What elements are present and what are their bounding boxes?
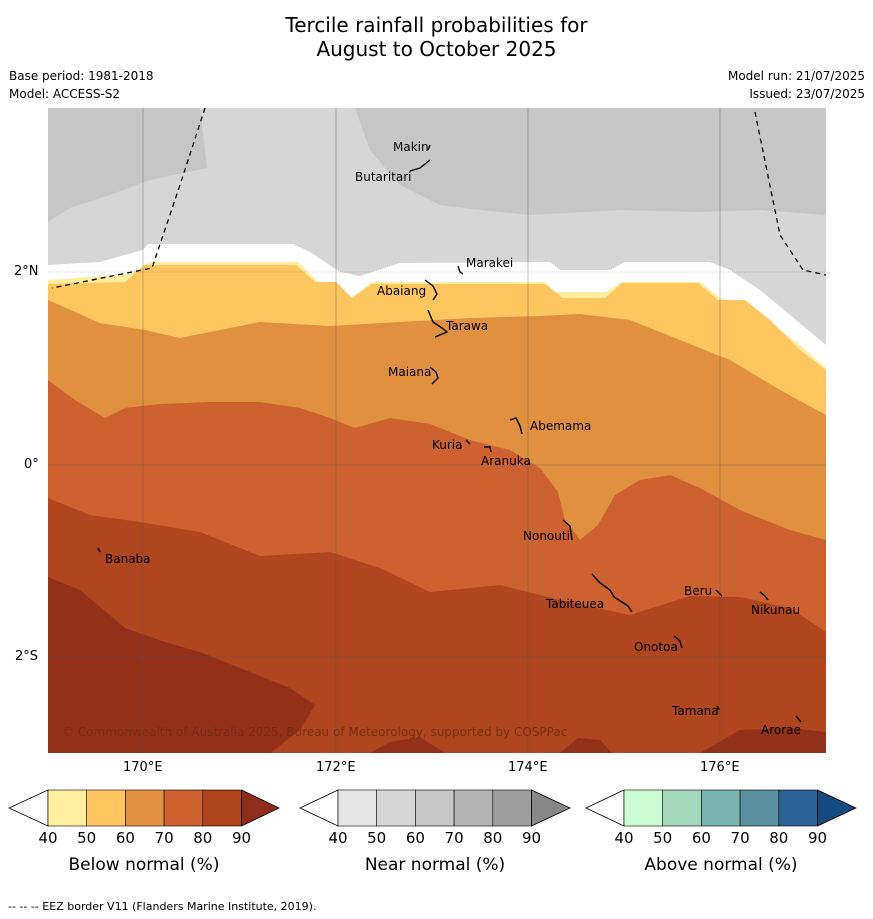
lat-label: 0° xyxy=(24,457,39,472)
island-label: Tarawa xyxy=(445,319,488,333)
near-normal-70-field-west xyxy=(48,108,207,222)
island-label: Kuria xyxy=(432,438,463,452)
colorbar-label-near-normal: Near normal (%) xyxy=(364,855,506,875)
below-normal-extreme-field-2 xyxy=(370,737,445,753)
colorbar-tick: 40 xyxy=(38,829,58,847)
colorbar-tick: 90 xyxy=(231,829,252,847)
below-normal-extreme-field-3 xyxy=(560,738,612,753)
eez-border-legend: -- -- -- EEZ border V11 (Flanders Marine… xyxy=(8,900,317,913)
eez-border-east xyxy=(754,111,826,276)
island-label: Abaiang xyxy=(377,284,426,298)
near-normal-70-field-east xyxy=(355,108,826,215)
island-label: Marakei xyxy=(466,256,513,270)
island-label: Beru xyxy=(684,584,712,598)
island-label: Abemama xyxy=(530,419,591,433)
island-label: Banaba xyxy=(105,552,151,566)
colorbar-label-above-normal: Above normal (%) xyxy=(644,855,798,875)
colorbar-tick: 60 xyxy=(405,829,425,847)
colorbar-tick: 50 xyxy=(653,829,673,847)
colorbar-tick: 50 xyxy=(77,829,97,847)
probability-fields xyxy=(48,108,826,753)
copyright-notice: © Commonwealth of Australia 2025, Bureau… xyxy=(62,725,567,739)
island-labels: Makin Butaritari Marakei Abaiang Tarawa … xyxy=(105,140,801,737)
lon-label: 176°E xyxy=(700,760,740,775)
below-normal-extreme-field xyxy=(48,577,315,753)
colorbar-above-normal xyxy=(585,789,857,827)
island-label: Tamana xyxy=(671,704,719,718)
model-name: Model: ACCESS-S2 xyxy=(9,87,121,101)
map-title-line1: Tercile rainfall probabilities for xyxy=(285,13,588,37)
colorbar-tick: 80 xyxy=(193,829,213,847)
issued-date: Issued: 23/07/2025 xyxy=(749,87,865,101)
colorbar-below-normal xyxy=(8,789,280,827)
colorbar-tick: 70 xyxy=(444,829,464,847)
below-normal-extreme-field-4 xyxy=(700,728,826,753)
colorbar-tick: 70 xyxy=(154,829,174,847)
colorbar-tick: 90 xyxy=(807,829,828,847)
colorbar-label-below-normal: Below normal (%) xyxy=(68,855,220,875)
island-label: Arorae xyxy=(761,723,801,737)
model-run-date: Model run: 21/07/2025 xyxy=(727,69,865,83)
colorbar-near-normal xyxy=(299,789,571,827)
island-label: Tabiteuea xyxy=(545,597,604,611)
colorbar-tick: 70 xyxy=(730,829,750,847)
colorbar-tick: 80 xyxy=(769,829,789,847)
island-label: Onotoa xyxy=(634,640,678,654)
colorbar-tick: 50 xyxy=(367,829,387,847)
lon-label: 170°E xyxy=(123,760,163,775)
lon-label: 174°E xyxy=(508,760,548,775)
island-label: Maiana xyxy=(388,365,431,379)
eez-border-west xyxy=(51,108,206,289)
map-title-line2: August to October 2025 xyxy=(316,37,557,61)
colorbar-tick: 40 xyxy=(328,829,348,847)
island-label: Nonouti xyxy=(523,529,570,543)
graticule xyxy=(48,108,826,753)
island-outlines xyxy=(97,144,802,723)
lat-label: 2°N xyxy=(14,264,39,279)
base-period: Base period: 1981-2018 xyxy=(9,69,154,83)
island-label: Aranuka xyxy=(481,454,531,468)
lat-label: 2°S xyxy=(15,649,39,664)
colorbar-tick: 80 xyxy=(483,829,503,847)
island-label: Nikunau xyxy=(751,603,800,617)
colorbar-tick: 60 xyxy=(115,829,135,847)
colorbar-tick: 40 xyxy=(614,829,634,847)
lon-label: 172°E xyxy=(316,760,356,775)
island-label: Butaritari xyxy=(355,170,412,184)
colorbar-tick: 60 xyxy=(691,829,711,847)
colorbar-tick: 90 xyxy=(521,829,542,847)
island-label: Makin xyxy=(393,140,429,154)
